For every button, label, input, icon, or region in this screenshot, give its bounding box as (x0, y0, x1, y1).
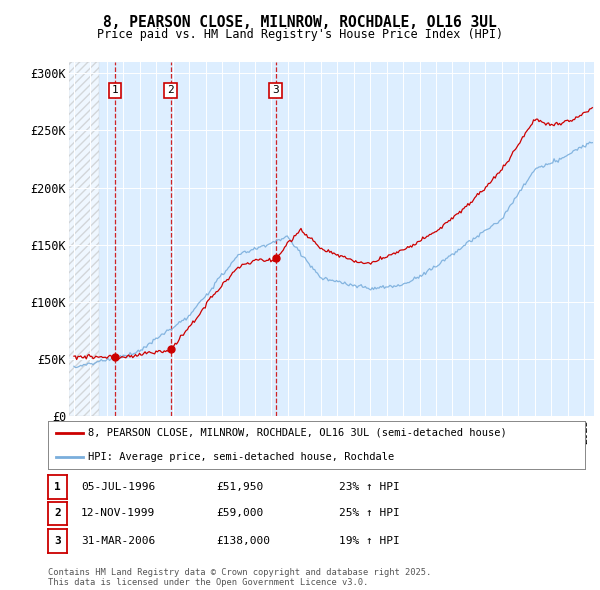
Text: 31-MAR-2006: 31-MAR-2006 (81, 536, 155, 546)
Text: 12-NOV-1999: 12-NOV-1999 (81, 509, 155, 518)
Text: HPI: Average price, semi-detached house, Rochdale: HPI: Average price, semi-detached house,… (88, 452, 395, 462)
Text: 2: 2 (167, 86, 174, 96)
Text: 19% ↑ HPI: 19% ↑ HPI (339, 536, 400, 546)
Text: 2: 2 (54, 509, 61, 518)
Text: Contains HM Land Registry data © Crown copyright and database right 2025.
This d: Contains HM Land Registry data © Crown c… (48, 568, 431, 587)
Text: 8, PEARSON CLOSE, MILNROW, ROCHDALE, OL16 3UL (semi-detached house): 8, PEARSON CLOSE, MILNROW, ROCHDALE, OL1… (88, 428, 507, 438)
Bar (69, 62, 98, 416)
Text: 3: 3 (54, 536, 61, 546)
Text: 1: 1 (54, 482, 61, 491)
Text: 8, PEARSON CLOSE, MILNROW, ROCHDALE, OL16 3UL: 8, PEARSON CLOSE, MILNROW, ROCHDALE, OL1… (103, 15, 497, 30)
Text: £51,950: £51,950 (216, 482, 263, 491)
Text: £138,000: £138,000 (216, 536, 270, 546)
Text: 05-JUL-1996: 05-JUL-1996 (81, 482, 155, 491)
Text: 3: 3 (272, 86, 279, 96)
Text: Price paid vs. HM Land Registry's House Price Index (HPI): Price paid vs. HM Land Registry's House … (97, 28, 503, 41)
Text: 25% ↑ HPI: 25% ↑ HPI (339, 509, 400, 518)
Text: £59,000: £59,000 (216, 509, 263, 518)
Text: 23% ↑ HPI: 23% ↑ HPI (339, 482, 400, 491)
Text: 1: 1 (112, 86, 119, 96)
